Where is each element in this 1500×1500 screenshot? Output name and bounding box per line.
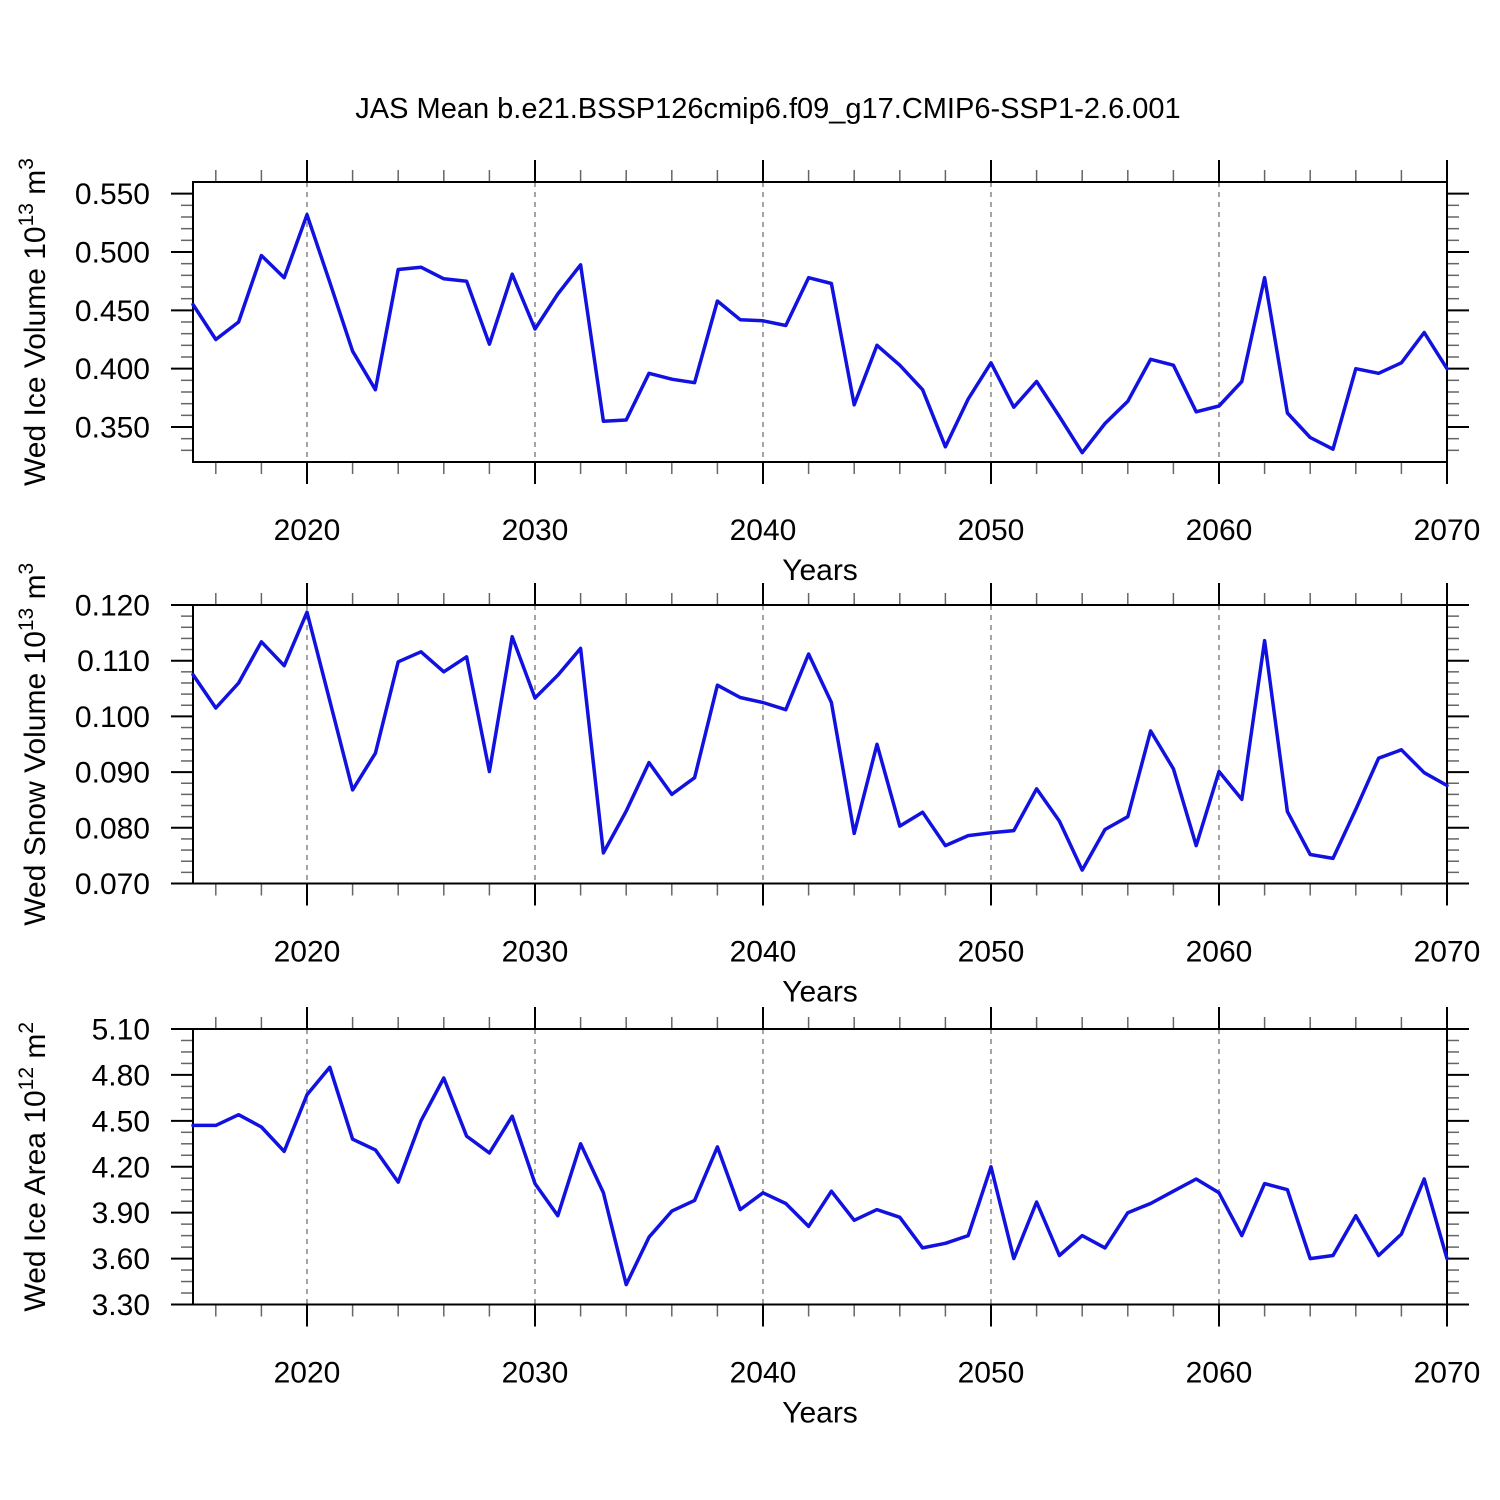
y-tick-label: 3.60 [92,1243,150,1276]
figure-title: JAS Mean b.e21.BSSP126cmip6.f09_g17.CMIP… [355,93,1180,125]
panel-wed-ice-volume: 2020 2030 2040 2050 2060 2070 0.350 0.400 0.450 0… [15,158,1480,587]
plot-border [192,604,1448,885]
y-tick-label: 0.550 [75,178,150,211]
y-tick-label: 0.400 [75,353,150,386]
y-axis-title-text: m [19,1034,52,1067]
x-tick-label: 2020 [274,514,341,547]
y-tick-label: 4.50 [92,1105,150,1138]
y-axis-title-text: m [19,170,52,203]
x-tick-label: 2040 [730,936,797,969]
y-axis-title-text: m [19,574,52,607]
x-tick-label: 2040 [730,514,797,547]
x-tick-label: 2020 [274,1357,341,1390]
y-tick-label: 0.500 [75,237,150,270]
x-tick-label: 2070 [1414,1357,1481,1390]
y-axis-title-superscript: 3 [15,158,38,170]
x-axis-title: Years [782,554,858,587]
y-tick-label: 0.100 [75,701,150,734]
x-tick-label: 2030 [502,1357,569,1390]
y-tick-label: 4.80 [92,1059,150,1092]
y-axis-title: Wed Snow Volume 1013 m3 [15,563,52,926]
x-tick-label: 2060 [1186,1357,1253,1390]
x-tick-label: 2050 [958,936,1025,969]
x-axis-title: Years [782,1397,858,1430]
y-tick-label: 3.30 [92,1289,150,1322]
x-tick-label: 2070 [1414,936,1481,969]
y-tick-label: 4.20 [92,1151,150,1184]
y-axis-title-superscript: 2 [15,1022,38,1034]
y-tick-label: 0.070 [75,868,150,901]
y-axis-title-text: Wed Ice Area 10 [19,1090,52,1311]
y-tick-label: 0.110 [77,645,150,678]
x-axis-title: Years [782,976,858,1009]
y-tick-label: 5.10 [92,1014,150,1047]
y-axis-title-superscript: 13 [15,203,38,226]
panel-wed-snow-volume: 2020 2030 2040 2050 2060 2070 0.070 0.080 0.090 0… [15,563,1480,1009]
x-tick-label: 2050 [958,514,1025,547]
y-axis-title-superscript: 12 [15,1067,38,1090]
x-tick-label: 2070 [1414,514,1481,547]
y-tick-label: 0.350 [75,412,150,445]
plot-border [192,1028,1448,1306]
data-line-series [191,212,1449,455]
y-tick-label: 3.90 [92,1197,150,1230]
x-tick-label: 2040 [730,1357,797,1390]
x-tick-label: 2060 [1186,514,1253,547]
y-tick-label: 0.090 [75,757,150,790]
y-axis-title-text: Wed Snow Volume 10 [19,631,52,926]
data-line-series [191,1065,1449,1287]
panel-wed-ice-area: 2020 2030 2040 2050 2060 2070 3.30 3.60 3.90 4.20… [15,1007,1480,1430]
x-tick-label: 2030 [502,514,569,547]
y-axis-title-superscript: 13 [15,608,38,631]
data-line-series [191,610,1449,872]
y-axis-title-text: Wed Ice Volume 10 [19,226,52,486]
x-tick-label: 2020 [274,936,341,969]
x-tick-label: 2030 [502,936,569,969]
plot-border [192,181,1448,463]
y-tick-label: 0.080 [75,812,150,845]
y-axis-title: Wed Ice Area 1012 m2 [15,1022,52,1312]
x-tick-label: 2060 [1186,936,1253,969]
x-tick-label: 2050 [958,1357,1025,1390]
y-axis-title-superscript: 3 [15,563,38,575]
y-tick-label: 0.120 [75,590,150,623]
y-axis-title: Wed Ice Volume 1013 m3 [15,158,52,486]
y-tick-label: 0.450 [75,295,150,328]
